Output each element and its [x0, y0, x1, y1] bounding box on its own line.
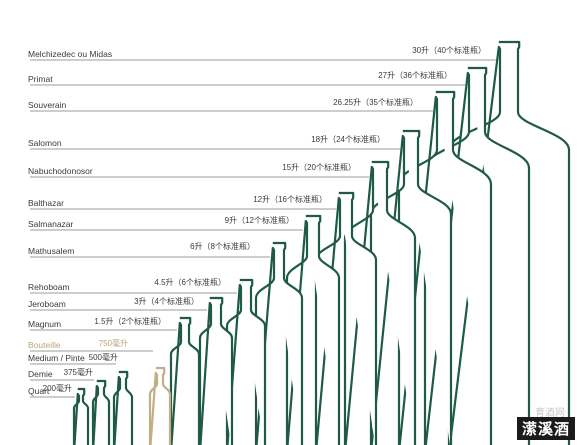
bottle-medium-pinte	[112, 370, 134, 445]
bottle-name-souverain: Souverain	[28, 100, 67, 110]
watermark-site: 育酒网	[535, 408, 565, 419]
bottle-volume-medium-pinte: 500毫升	[89, 352, 118, 362]
bottle-magnum	[169, 316, 201, 445]
bottle-volume-balthazar: 12升（16个标准瓶）	[253, 194, 327, 204]
bottle-volume-salmanazar: 9升（12个标准瓶）	[225, 215, 294, 225]
bottle-name-jeroboam: Jeroboam	[28, 299, 66, 309]
bottle-bouteille	[148, 366, 172, 445]
bottle-name-magnum: Magnum	[28, 319, 61, 329]
watermark-brand: 潆溪酒	[516, 417, 575, 440]
bottle-name-medium-pinte: Medium / Pinte	[28, 353, 85, 363]
bottle-volume-magnum: 1.5升（2个标准瓶）	[94, 316, 166, 326]
bottle-quart	[72, 387, 90, 445]
bottle-salmanazar	[285, 214, 341, 445]
bottle-name-mathusalem: Mathusalem	[28, 246, 74, 256]
bottle-name-bouteille: Bouteille	[28, 340, 61, 350]
bottle-name-balthazar: Balthazar	[28, 198, 64, 208]
bottle-mathusalem	[254, 241, 304, 445]
bottle-name-quart: Quart	[28, 386, 50, 396]
bottle-volume-mathusalem: 6升（8个标准瓶）	[190, 241, 255, 251]
bottle-volume-demie: 375毫升	[64, 367, 93, 377]
bottle-name-rehoboam: Rehoboam	[28, 282, 70, 292]
bottle-name-primat: Primat	[28, 74, 53, 84]
bottle-volume-nabuchodonosor: 15升（20个标准瓶）	[282, 162, 356, 172]
bottle-volume-bouteille: 750毫升	[99, 338, 128, 348]
bottle-demie	[91, 379, 111, 445]
bottle-volume-quart: 200毫升	[43, 383, 72, 393]
bottle-name-demie: Demie	[28, 369, 53, 379]
bottle-volume-rehoboam: 4.5升（6个标准瓶）	[154, 277, 226, 287]
bottle-volume-jeroboam: 3升（4个标准瓶）	[134, 296, 199, 306]
bottle-volume-souverain: 26.25升（35个标准瓶）	[333, 97, 418, 107]
bottle-name-nabuchodonosor: Nabuchodonosor	[28, 166, 93, 176]
bottle-name-melchizedec-ou-midas: Melchizedec ou Midas	[28, 49, 112, 59]
bottle-volume-primat: 27升（36个标准瓶）	[378, 70, 452, 80]
bottle-volume-melchizedec-ou-midas: 30升（40个标准瓶）	[412, 45, 486, 55]
bottle-volume-salomon: 18升（24个标准瓶）	[311, 134, 385, 144]
bottle-name-salomon: Salomon	[28, 138, 62, 148]
bottle-name-salmanazar: Salmanazar	[28, 219, 74, 229]
bottle-rehoboam	[225, 278, 267, 445]
bottle-jeroboam	[198, 296, 234, 445]
